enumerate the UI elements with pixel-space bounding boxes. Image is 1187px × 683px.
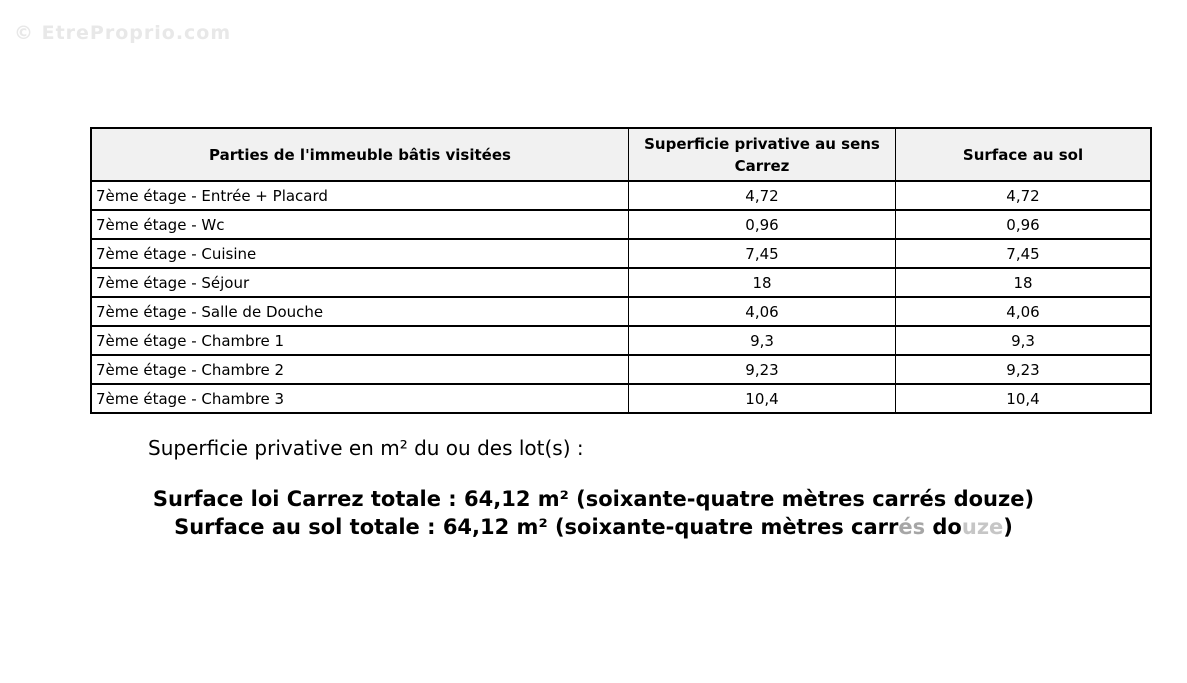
table-row: 7ème étage - Chambre 3 10,4 10,4 (90, 383, 1152, 414)
cell-carrez: 18 (628, 267, 896, 298)
cell-sol: 9,3 (895, 325, 1152, 356)
surface-table-body: 7ème étage - Entrée + Placard 4,72 4,72 … (90, 180, 1152, 414)
header-carrez: Superficie privative au sens Carrez (628, 127, 896, 182)
table-row: 7ème étage - Chambre 1 9,3 9,3 (90, 325, 1152, 356)
header-parties: Parties de l'immeuble bâtis visitées (90, 127, 629, 182)
caption-line: Superficie privative en m² du ou des lot… (148, 436, 584, 460)
cell-sol: 10,4 (895, 383, 1152, 414)
cell-carrez: 4,06 (628, 296, 896, 327)
cell-carrez: 7,45 (628, 238, 896, 269)
table-row: 7ème étage - Cuisine 7,45 7,45 (90, 238, 1152, 269)
cell-parties: 7ème étage - Chambre 3 (90, 383, 629, 414)
sol-total-segment: Surface au sol totale : 64,12 m² (soixan… (174, 515, 899, 539)
sol-total-line: Surface au sol totale : 64,12 m² (soixan… (0, 513, 1187, 541)
sol-total-segment: és (898, 515, 926, 539)
cell-carrez: 9,23 (628, 354, 896, 385)
table-row: 7ème étage - Entrée + Placard 4,72 4,72 (90, 180, 1152, 211)
cell-parties: 7ème étage - Wc (90, 209, 629, 240)
cell-parties: 7ème étage - Chambre 1 (90, 325, 629, 356)
carrez-total-line: Surface loi Carrez totale : 64,12 m² (so… (152, 487, 1035, 511)
sol-total-segment: uze (961, 515, 1004, 539)
cell-carrez: 10,4 (628, 383, 896, 414)
surface-table: Parties de l'immeuble bâtis visitées Sup… (90, 127, 1152, 414)
cell-parties: 7ème étage - Séjour (90, 267, 629, 298)
header-sol: Surface au sol (895, 127, 1152, 182)
watermark: © EtreProprio.com (14, 22, 232, 44)
cell-carrez: 4,72 (628, 180, 896, 211)
table-row: 7ème étage - Wc 0,96 0,96 (90, 209, 1152, 240)
cell-sol: 7,45 (895, 238, 1152, 269)
table-row: 7ème étage - Chambre 2 9,23 9,23 (90, 354, 1152, 385)
table-row: 7ème étage - Salle de Douche 4,06 4,06 (90, 296, 1152, 327)
cell-parties: 7ème étage - Chambre 2 (90, 354, 629, 385)
cell-sol: 0,96 (895, 209, 1152, 240)
cell-parties: 7ème étage - Salle de Douche (90, 296, 629, 327)
cell-parties: 7ème étage - Entrée + Placard (90, 180, 629, 211)
surface-table-head: Parties de l'immeuble bâtis visitées Sup… (90, 127, 1152, 182)
sol-total-segment: ) (1003, 515, 1013, 539)
cell-carrez: 0,96 (628, 209, 896, 240)
cell-sol: 4,06 (895, 296, 1152, 327)
totals-block: Surface loi Carrez totale : 64,12 m² (so… (0, 485, 1187, 541)
header-row: Parties de l'immeuble bâtis visitées Sup… (90, 127, 1152, 182)
sol-total-segment: do (925, 515, 962, 539)
cell-sol: 4,72 (895, 180, 1152, 211)
cell-carrez: 9,3 (628, 325, 896, 356)
cell-sol: 9,23 (895, 354, 1152, 385)
cell-parties: 7ème étage - Cuisine (90, 238, 629, 269)
table-row: 7ème étage - Séjour 18 18 (90, 267, 1152, 298)
cell-sol: 18 (895, 267, 1152, 298)
